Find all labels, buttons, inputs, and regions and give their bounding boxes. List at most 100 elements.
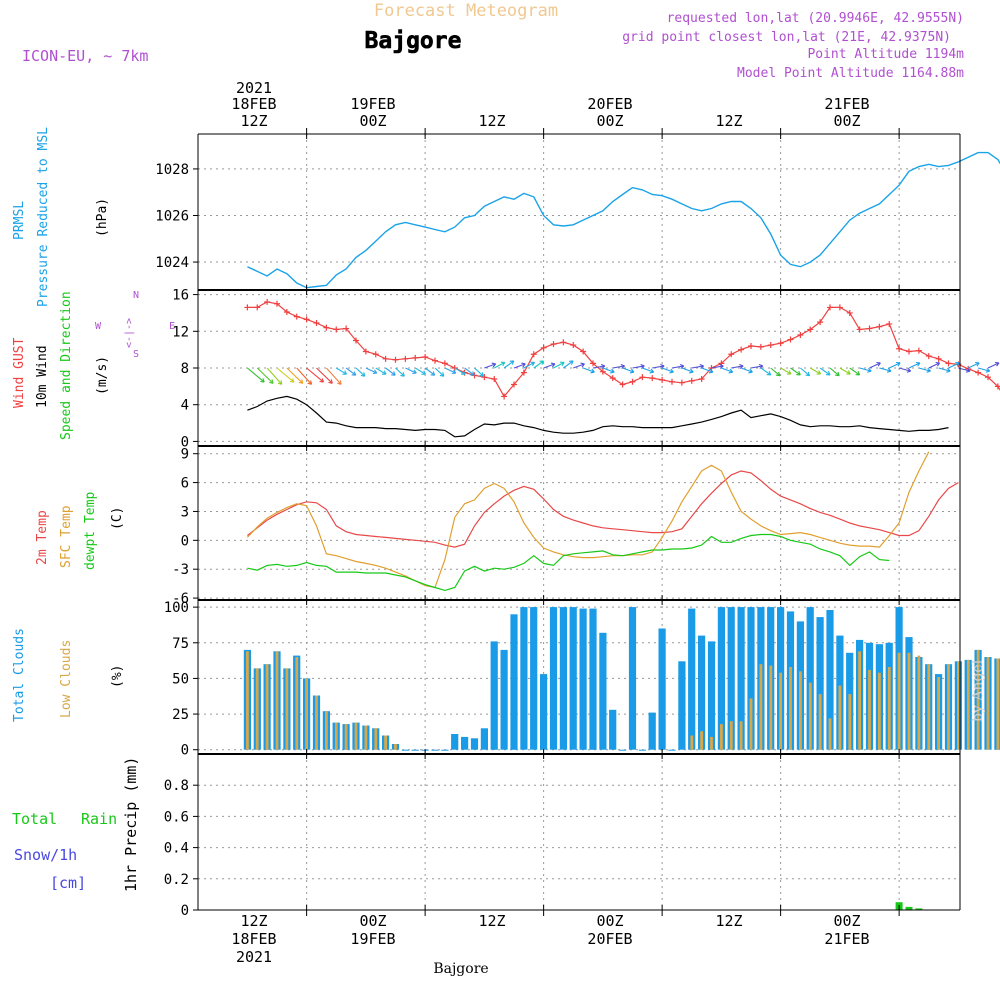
wind-direction-arrow (661, 367, 674, 373)
low-cloud-bar (907, 652, 911, 750)
wind-direction-arrow (681, 367, 694, 373)
wind-arrow-head (766, 370, 772, 376)
top-label-3-l3: 00Z (596, 112, 623, 130)
gust-marker (274, 300, 280, 307)
wind-arrow-head (319, 378, 325, 383)
wind-direction-arrow (859, 367, 872, 372)
temp-ytick-label: 0 (181, 533, 189, 549)
temp-ytick-label: 3 (181, 504, 189, 520)
wind-arrow-head (569, 360, 574, 365)
clouds-label-a: Total Clouds (12, 628, 27, 722)
wind-direction-arrow (444, 367, 457, 374)
total-cloud-bar (816, 617, 824, 750)
gust-marker (333, 326, 340, 333)
total-cloud-bar (461, 736, 469, 750)
gust-marker (293, 313, 300, 320)
wind-direction-arrow (652, 365, 665, 369)
clouds-label-b: Low Clouds (59, 640, 74, 718)
low-cloud-bar (957, 661, 960, 750)
wind-arrow-head (521, 362, 526, 368)
total-cloud-bar (707, 641, 716, 750)
wind-arrow-head (289, 378, 295, 383)
low-cloud-bar (976, 649, 980, 750)
wind-arrow-head (461, 370, 466, 375)
wind-arrow-head (708, 368, 714, 374)
wind-direction-arrow (424, 367, 436, 376)
model-point-altitude: Model Point Altitude 1164.88m (737, 66, 964, 81)
wind-arrow-head (660, 363, 665, 369)
gust-marker (659, 376, 666, 383)
wind-direction-arrow (898, 367, 911, 372)
wind-direction-arrow (395, 367, 405, 377)
wind-direction-arrow (474, 367, 484, 377)
clouds-ytick-label: 0 (181, 743, 189, 759)
rain-bar (905, 906, 913, 910)
wind-arrow-head (342, 370, 347, 375)
wind-arrow-head (906, 367, 912, 373)
wind-direction-arrow (731, 365, 744, 369)
top-label-0-l3: 12Z (240, 112, 267, 130)
gust-marker (807, 326, 814, 333)
low-cloud-bar (700, 731, 703, 750)
wind-arrow-head (825, 370, 831, 376)
low-cloud-bar (937, 677, 940, 750)
total-cloud-bar (411, 749, 419, 751)
total-cloud-bar (401, 749, 409, 751)
gust-marker (254, 304, 261, 311)
wind-arrow-head (926, 367, 931, 373)
bottom-label-5-l2: 21FEB (824, 930, 869, 948)
wind-arrow-head (580, 362, 585, 368)
gust-marker (540, 344, 547, 351)
wind-arrow-head (451, 369, 457, 375)
total-cloud-bar (806, 607, 814, 750)
wind-direction-arrow (829, 367, 840, 377)
wind-direction-arrow (434, 367, 445, 377)
rain-bar (915, 908, 923, 910)
total-cloud-bar (648, 712, 656, 750)
wind-arrow-head (786, 370, 792, 375)
wind-direction-arrow (484, 363, 496, 369)
clouds-ytick-label: 75 (172, 636, 189, 652)
wind-arrow-head (400, 372, 405, 377)
low-cloud-bar (394, 744, 397, 750)
wind-direction-arrow (503, 360, 515, 369)
gust-marker (382, 355, 389, 362)
bottom-label-4-l1: 12Z (715, 912, 742, 930)
wind-ytick-label: 12 (172, 324, 189, 340)
wind-arrow-head (699, 363, 704, 369)
wind-arrow-head (500, 361, 506, 367)
wind-direction-arrow (691, 365, 704, 369)
wind-direction-arrow (671, 365, 684, 369)
wind-direction-arrow (839, 367, 851, 375)
bottom-label-2-l1: 12Z (478, 912, 505, 930)
low-cloud-bar (295, 657, 299, 750)
pressure-label-a: PRMSL (12, 201, 27, 240)
gust-marker (669, 378, 675, 385)
compass-east: E (169, 321, 175, 332)
total-cloud-bar (717, 607, 725, 750)
wind-direction-arrow (573, 363, 585, 369)
gust-marker (244, 304, 251, 311)
axis-layer: 1024102610280481216-6-30369025507510000.… (155, 128, 961, 919)
wind-direction-arrow (908, 362, 921, 369)
low-cloud-bar (759, 664, 763, 750)
wind-arrow-head (337, 380, 342, 385)
wind-arrow-head (855, 370, 861, 376)
wind-arrow-head (649, 368, 655, 374)
gust-marker (580, 348, 587, 355)
wind-direction-arrow (454, 367, 466, 375)
pressure-side-labels: PRMSL Pressure Reduced to MSL (hPa) (12, 127, 110, 307)
clouds-side-labels: Total Clouds Low Clouds (%) (12, 628, 125, 722)
top-label-0-l2: 18FEB (231, 95, 276, 113)
gust-marker (392, 356, 399, 363)
low-cloud-bar (986, 657, 990, 750)
wind-arrow-head (491, 362, 497, 368)
low-cloud-bar (868, 669, 871, 750)
total-cloud-bar (490, 641, 498, 750)
wind-direction-arrow (740, 367, 753, 373)
gust-marker (935, 355, 942, 362)
wind-arrow-head (669, 368, 674, 374)
wind-direction-arrow (375, 367, 387, 375)
pressure-label-b: Pressure Reduced to MSL (36, 127, 51, 307)
total-cloud-bar (668, 749, 676, 751)
